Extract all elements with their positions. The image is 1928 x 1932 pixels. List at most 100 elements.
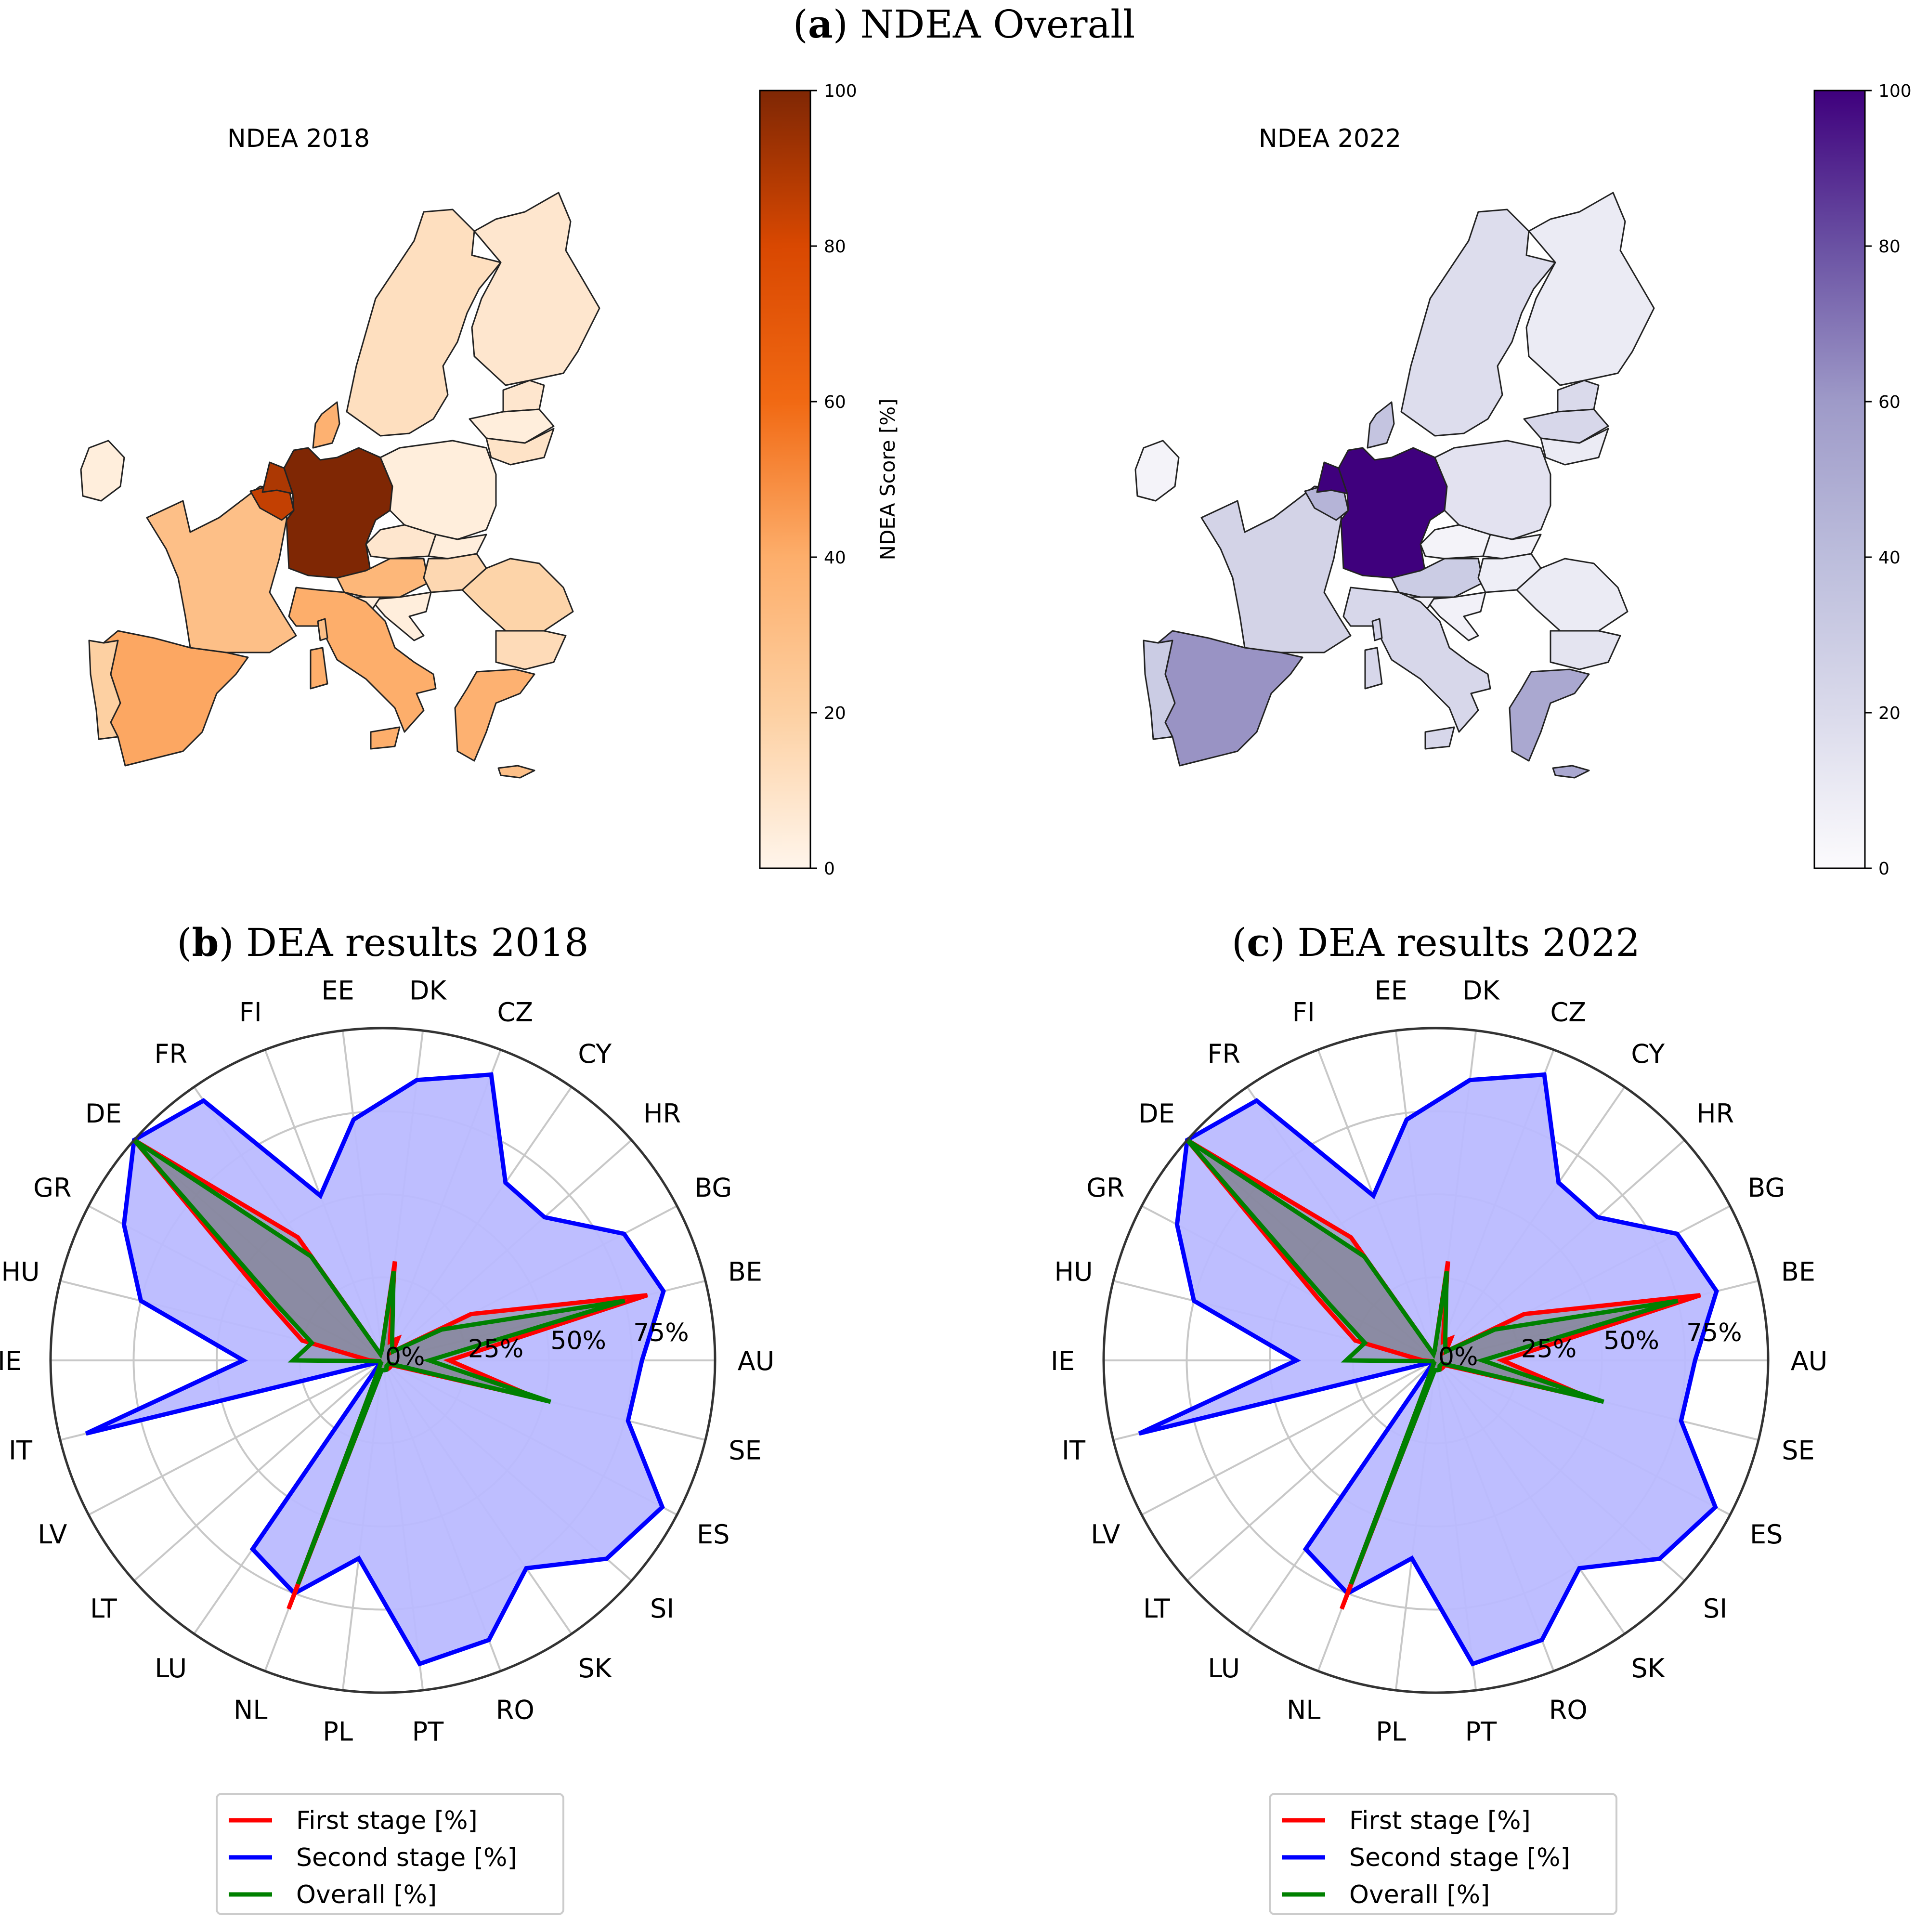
radar-category-label: IT <box>1062 1435 1086 1465</box>
radar-category-label: FR <box>1207 1039 1240 1069</box>
country-de <box>283 447 393 579</box>
radar-category-label: CZ <box>497 997 533 1027</box>
country-ie <box>1134 440 1180 502</box>
country-sic <box>1424 726 1455 750</box>
country-ee <box>1557 379 1600 413</box>
radar-category-label: HU <box>1054 1257 1093 1287</box>
map-2022-countries <box>1134 192 1655 779</box>
radar-category-label: IE <box>0 1346 22 1376</box>
radar-category-label: FR <box>154 1039 187 1069</box>
radar-category-label: SI <box>650 1593 674 1624</box>
map-2018-countries <box>80 192 600 779</box>
country-ro <box>1516 558 1628 632</box>
colorbar-tick-label: 40 <box>1878 548 1901 568</box>
country-se <box>346 209 502 437</box>
country-de <box>1338 447 1448 579</box>
country-fr <box>1200 485 1352 653</box>
country-hr <box>1424 591 1486 641</box>
country-fr <box>146 485 297 653</box>
radar-category-label: CY <box>578 1039 612 1069</box>
country-hr <box>370 591 432 641</box>
colorbar-label: NDEA Score [%] <box>876 398 899 560</box>
radar-category-label: LU <box>1208 1653 1240 1684</box>
radar-category-label: GR <box>1086 1173 1124 1203</box>
colorbar-tick-label: 60 <box>1878 392 1901 412</box>
radar-r-tick-label: 50% <box>1603 1327 1659 1356</box>
radar-r-tick-label: 25% <box>1521 1334 1577 1363</box>
radar-legend <box>216 1793 564 1915</box>
radar-category-label: FI <box>239 997 262 1027</box>
overall-line <box>1185 1138 1679 1585</box>
country-gr <box>454 668 535 762</box>
radar-category-label: SK <box>1631 1653 1665 1684</box>
country-dk <box>312 401 340 449</box>
radar-category-label: BE <box>1781 1257 1815 1287</box>
radar-category-label: EE <box>321 976 354 1006</box>
radar-spoke <box>133 1359 384 1582</box>
radar-category-label: ES <box>1750 1519 1783 1550</box>
radar-category-label: BE <box>728 1257 762 1287</box>
radar-category-label: BG <box>694 1173 732 1203</box>
country-bg <box>495 630 567 670</box>
country-crs <box>317 618 328 641</box>
radar-category-label: NL <box>234 1695 267 1725</box>
radar-category-label: PT <box>412 1716 444 1747</box>
colorbar-tick-label: 0 <box>824 859 835 879</box>
country-crs <box>1371 618 1383 641</box>
radar-2018: 0% 25% 50% 75% AU BE BG HR CY CZ DK EE FI FR DE GR HU IE I… <box>0 976 774 1915</box>
radar-category-label: DK <box>409 976 447 1006</box>
map-2018-colorbar: 0 20 40 60 80 100 NDEA Score [%] <box>759 81 899 879</box>
radar-r-tick-label: 75% <box>1686 1318 1742 1347</box>
country-es <box>1157 630 1303 767</box>
country-nl <box>1316 461 1348 495</box>
radar-category-label: RO <box>1549 1695 1588 1725</box>
colorbar-tick-label: 20 <box>824 704 846 723</box>
radar-2022: 0% 25% 50% 75% AU BE BG HR CY CZ DK EE FI FR DE GR HU IE I… <box>1051 976 1827 1915</box>
radar-spoke <box>1186 1359 1437 1582</box>
country-cy <box>497 765 535 779</box>
country-lt <box>485 428 555 466</box>
first-stage-area <box>134 1140 648 1609</box>
panel-c-heading: (c) DEA results 2022 <box>1232 920 1640 965</box>
radar-category-label: LV <box>38 1519 67 1550</box>
legend-entry: Second stage [%] <box>1349 1843 1570 1872</box>
country-fi <box>1525 192 1655 386</box>
map-2022-title: NDEA 2022 <box>1259 124 1401 153</box>
colorbar-tick-label: 20 <box>1878 704 1901 723</box>
country-sar <box>310 647 328 690</box>
radar-legend <box>1269 1793 1617 1915</box>
map-2018-title: NDEA 2018 <box>227 124 370 153</box>
radar-category-label: LU <box>155 1653 187 1684</box>
radar-category-label: LT <box>90 1593 117 1624</box>
colorbar-tick-label: 80 <box>1878 237 1901 257</box>
legend-entry: Overall [%] <box>1349 1880 1490 1909</box>
radar-category-label: HR <box>643 1098 681 1129</box>
colorbar-tick-label: 100 <box>824 81 857 101</box>
colorbar-tick-label: 100 <box>1878 81 1912 101</box>
radar-category-label: LV <box>1091 1519 1120 1550</box>
second-stage-area <box>86 1074 664 1664</box>
radar-category-label: LT <box>1143 1593 1171 1624</box>
colorbar-tick-label: 0 <box>1878 859 1889 879</box>
colorbar-tick-label: 60 <box>824 392 846 412</box>
legend-entry: First stage [%] <box>1349 1806 1531 1835</box>
radar-category-label: DE <box>1138 1098 1175 1129</box>
radar-r-tick-label: 50% <box>550 1327 606 1356</box>
country-nl <box>261 461 294 495</box>
overall-line <box>132 1138 625 1585</box>
radar-r-tick-label: 0% <box>1438 1343 1478 1371</box>
radar-category-label: EE <box>1374 976 1407 1006</box>
country-gr <box>1509 668 1590 762</box>
country-pl <box>1434 440 1551 540</box>
country-cy <box>1552 765 1590 779</box>
country-ie <box>80 440 125 502</box>
radar-category-label: AU <box>738 1346 774 1376</box>
radar-spoke <box>1141 1359 1436 1516</box>
map-2018: NDEA 2018 0 20 40 60 80 100 NDEA Score [%] <box>80 81 899 879</box>
radar-spoke <box>88 1359 383 1516</box>
panel-b-heading: (b) DEA results 2018 <box>177 920 589 965</box>
panel-a-heading: (a) NDEA Overall <box>793 1 1135 47</box>
radar-category-label: DE <box>85 1098 122 1129</box>
